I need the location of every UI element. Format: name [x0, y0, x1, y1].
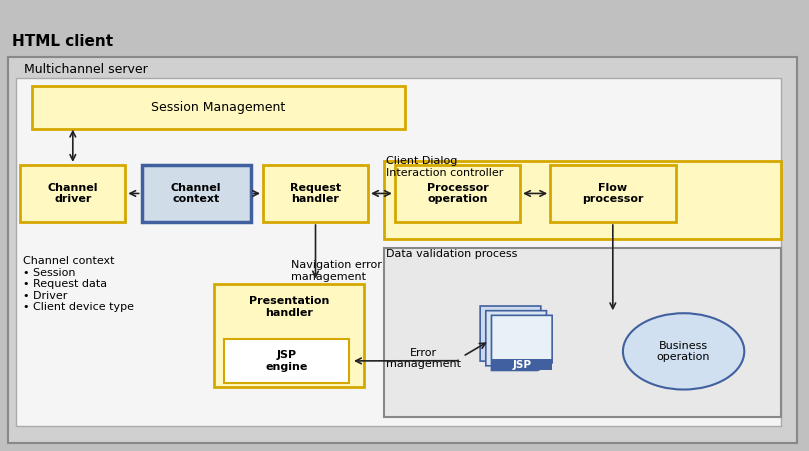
FancyBboxPatch shape [214, 284, 364, 387]
Text: Request
handler: Request handler [290, 183, 341, 204]
FancyBboxPatch shape [384, 161, 781, 239]
Polygon shape [526, 354, 540, 361]
Text: Channel context
• Session
• Request data
• Driver
• Client device type: Channel context • Session • Request data… [23, 256, 133, 313]
Text: Client Dialog
Interaction controller: Client Dialog Interaction controller [386, 156, 503, 178]
FancyBboxPatch shape [16, 78, 781, 426]
FancyBboxPatch shape [550, 165, 676, 222]
FancyBboxPatch shape [20, 165, 125, 222]
FancyBboxPatch shape [395, 165, 520, 222]
Polygon shape [537, 363, 552, 370]
FancyBboxPatch shape [263, 165, 368, 222]
Text: Channel
context: Channel context [171, 183, 222, 204]
FancyBboxPatch shape [491, 359, 552, 370]
FancyBboxPatch shape [384, 248, 781, 417]
Ellipse shape [623, 313, 744, 390]
FancyBboxPatch shape [32, 87, 405, 129]
Text: JSP: JSP [512, 359, 532, 369]
Text: Navigation error
management: Navigation error management [291, 260, 382, 281]
Text: HTML client: HTML client [12, 34, 113, 50]
Polygon shape [532, 358, 547, 366]
Polygon shape [485, 311, 547, 366]
Polygon shape [491, 315, 552, 370]
Text: Error
management: Error management [387, 348, 461, 369]
FancyBboxPatch shape [224, 339, 349, 383]
Text: Business
operation: Business operation [657, 341, 710, 362]
Text: Flow
processor: Flow processor [582, 183, 644, 204]
Text: JSP
engine: JSP engine [265, 350, 308, 372]
Text: Data validation process: Data validation process [386, 249, 517, 259]
Text: Multichannel server: Multichannel server [24, 63, 148, 76]
Polygon shape [480, 306, 540, 361]
FancyBboxPatch shape [142, 165, 251, 222]
Text: Session Management: Session Management [151, 101, 286, 114]
FancyBboxPatch shape [8, 57, 797, 442]
Text: Processor
operation: Processor operation [426, 183, 489, 204]
Text: Channel
driver: Channel driver [48, 183, 98, 204]
Text: Presentation
handler: Presentation handler [249, 296, 329, 318]
